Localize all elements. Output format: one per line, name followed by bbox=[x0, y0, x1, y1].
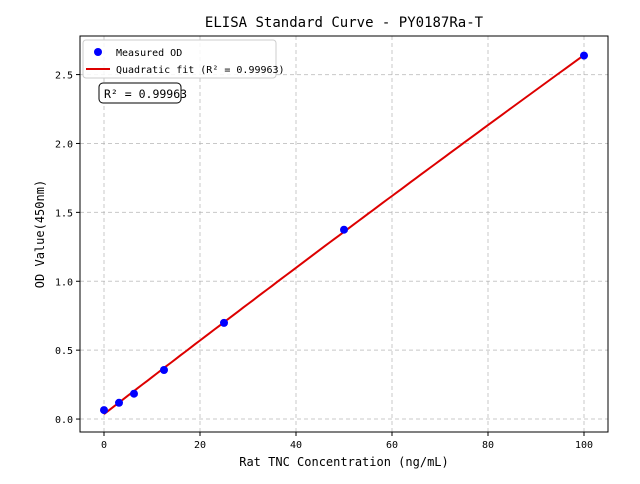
y-tick-label: 1.5 bbox=[55, 208, 73, 219]
legend: Measured OD Quadratic fit (R² = 0.99963) bbox=[82, 39, 285, 79]
legend-box bbox=[82, 39, 277, 79]
legend-label-fit: Quadratic fit (R² = 0.99963) bbox=[116, 65, 285, 76]
chart-title: ELISA Standard Curve - PY0187Ra-T bbox=[205, 15, 484, 31]
data-point bbox=[100, 406, 108, 415]
y-tick-label: 0.0 bbox=[55, 415, 73, 426]
x-tick-label: 40 bbox=[290, 440, 302, 451]
r-squared-annotation: R² = 0.99963 bbox=[98, 82, 187, 104]
legend-label-measured: Measured OD bbox=[116, 48, 182, 59]
x-tick-label: 60 bbox=[386, 440, 398, 451]
x-axis: 0 20 40 60 80 100 bbox=[101, 432, 593, 451]
y-tick-label: 0.5 bbox=[55, 346, 73, 357]
annotation-text: R² = 0.99963 bbox=[104, 87, 187, 101]
y-tick-label: 1.0 bbox=[55, 277, 73, 288]
y-axis-label: OD Value(450nm) bbox=[33, 180, 47, 288]
fit-line-layer bbox=[103, 54, 585, 415]
fit-line bbox=[103, 54, 585, 415]
data-point bbox=[580, 51, 588, 60]
data-point bbox=[160, 365, 168, 374]
y-tick-label: 2.0 bbox=[55, 139, 73, 150]
legend-marker-measured bbox=[94, 48, 102, 56]
x-axis-label: Rat TNC Concentration (ng/mL) bbox=[239, 455, 449, 469]
points-layer bbox=[100, 51, 588, 415]
plot-frame bbox=[79, 35, 609, 433]
x-tick-label: 80 bbox=[482, 440, 494, 451]
y-axis: 0.0 0.5 1.0 1.5 2.0 2.5 bbox=[55, 71, 80, 426]
x-tick-label: 20 bbox=[194, 440, 206, 451]
y-tick-label: 2.5 bbox=[55, 71, 73, 82]
data-point bbox=[130, 389, 138, 398]
x-tick-label: 100 bbox=[575, 440, 593, 451]
annotation-box bbox=[98, 82, 182, 104]
data-point bbox=[220, 318, 228, 327]
x-tick-label: 0 bbox=[101, 440, 107, 451]
data-point bbox=[115, 398, 123, 407]
data-point bbox=[340, 225, 348, 234]
